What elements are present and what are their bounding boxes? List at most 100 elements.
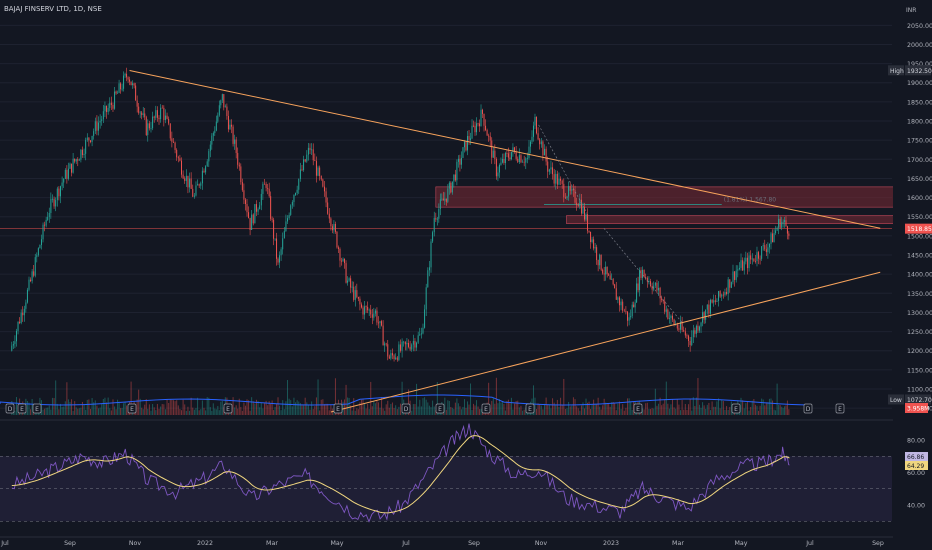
volume-bar	[75, 407, 77, 415]
volume-bar	[342, 401, 344, 415]
volume-bar	[727, 409, 729, 415]
volume-bar	[276, 403, 278, 415]
event-marker-box	[435, 403, 445, 414]
candle-body	[591, 239, 593, 242]
volume-bar	[155, 410, 157, 415]
volume-bar	[676, 399, 678, 415]
candle-body	[722, 294, 724, 296]
candle-body	[633, 304, 635, 308]
volume-bar	[762, 399, 764, 415]
volume-bar	[618, 401, 620, 415]
candle-body	[212, 133, 214, 136]
candle-body	[561, 180, 563, 184]
volume-bar	[388, 407, 390, 415]
volume-bar	[694, 405, 696, 415]
candle-body	[197, 184, 199, 186]
candle-body	[716, 300, 718, 302]
event-marker-letter: E	[438, 406, 442, 413]
volume-bar	[212, 403, 214, 415]
candle-body	[411, 344, 413, 350]
candle-body	[596, 247, 598, 261]
candle-body	[209, 144, 211, 152]
candle-body	[171, 138, 173, 142]
candle-body	[77, 159, 79, 161]
volume-bar	[174, 401, 176, 415]
volume-bar	[198, 410, 200, 415]
candle-body	[160, 107, 162, 120]
volume-bar	[606, 403, 608, 415]
volume-bar	[579, 410, 581, 415]
candle-body	[444, 198, 446, 201]
volume-bar	[377, 402, 379, 415]
candle-body	[331, 226, 333, 231]
candle-body	[254, 204, 256, 224]
price-tick-label: 2000.00	[907, 42, 932, 49]
volume-bar	[255, 399, 257, 415]
volume-bar	[164, 409, 166, 415]
volume-bar	[645, 403, 647, 415]
candle-body	[37, 248, 39, 256]
volume-bar	[94, 400, 96, 415]
candle-body	[618, 297, 620, 306]
volume-bar	[566, 408, 568, 415]
candle-body	[615, 288, 617, 300]
candle-body	[544, 148, 546, 156]
candle-body	[504, 153, 506, 164]
volume-bar	[751, 400, 753, 415]
candle-body	[168, 118, 170, 124]
time-tick-label: Jul	[401, 540, 410, 547]
candle-body	[483, 113, 485, 126]
candle-body	[518, 155, 520, 163]
candle-body	[476, 123, 478, 133]
candle-body	[658, 287, 660, 291]
candle-body	[161, 107, 163, 109]
volume-bar	[786, 400, 788, 415]
volume-bar	[614, 403, 616, 415]
volume-bar	[368, 409, 370, 415]
candle-body	[764, 245, 766, 250]
candle-body	[379, 321, 381, 324]
candle-body	[634, 302, 636, 308]
candle-body	[432, 232, 434, 242]
candle-body	[72, 158, 74, 173]
candle-body	[762, 245, 764, 247]
volume-bar	[262, 408, 264, 415]
candle-body	[357, 296, 359, 299]
candle-body	[287, 218, 289, 222]
candle-body	[653, 285, 655, 290]
candle-body	[414, 340, 416, 348]
candle-body	[164, 115, 166, 121]
candle-body	[534, 116, 536, 126]
volume-bar	[28, 402, 30, 415]
volume-bar	[221, 400, 223, 415]
volume-bar	[211, 410, 213, 415]
volume-bar	[55, 380, 57, 415]
volume-ma-line	[0, 394, 805, 406]
candle-body	[14, 341, 16, 345]
candle-body	[155, 110, 157, 118]
candle-body	[606, 266, 608, 275]
candle-body	[698, 326, 700, 331]
volume-bar	[653, 408, 655, 415]
candle-body	[515, 151, 517, 159]
candle-body	[262, 183, 264, 194]
candle-body	[339, 248, 341, 261]
candle-body	[251, 214, 253, 230]
volume-bar	[501, 401, 503, 415]
candle-body	[381, 321, 383, 326]
volume-bar	[414, 404, 416, 415]
candle-body	[522, 161, 524, 163]
candle-body	[670, 315, 672, 318]
time-tick-label: Jul	[805, 540, 814, 547]
candle-body	[112, 105, 114, 109]
candle-body	[779, 218, 781, 228]
event-marker-box	[401, 403, 411, 414]
volume-bar	[729, 407, 731, 415]
volume-bar	[83, 404, 85, 415]
volume-bar	[430, 407, 432, 415]
volume-bar	[518, 407, 520, 415]
candle-body	[494, 150, 496, 159]
candle-body	[628, 317, 630, 321]
